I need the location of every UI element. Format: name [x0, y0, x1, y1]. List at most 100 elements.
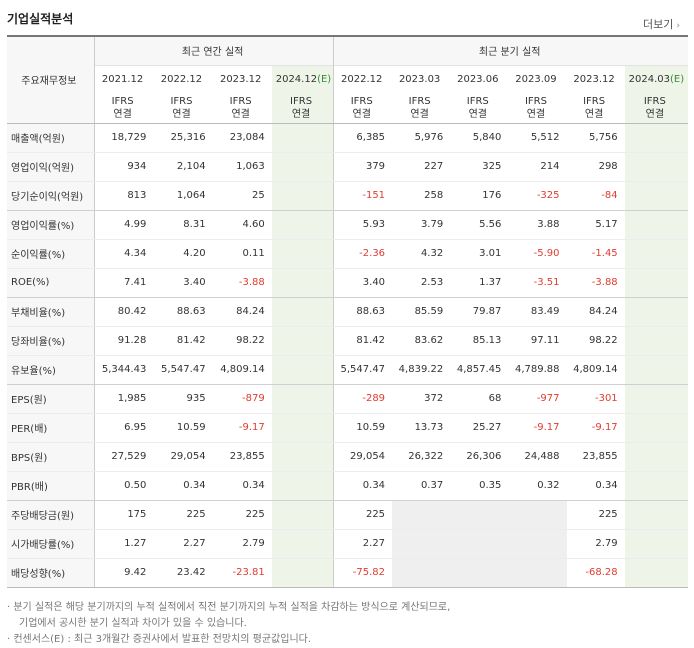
- annual-cell: [271, 326, 335, 356]
- consolidated-label[interactable]: 연결: [113, 109, 132, 121]
- annual-cell: 8.31: [153, 210, 213, 240]
- quarter-cell: 29,054: [333, 442, 393, 472]
- ifrs-header: IFRS 연결: [153, 94, 213, 124]
- ifrs-label[interactable]: IFRS: [290, 96, 313, 108]
- row-label: BPS(원): [7, 442, 95, 472]
- ifrs-header: IFRS 연결: [392, 94, 451, 124]
- quarter-cell: 83.49: [508, 297, 567, 327]
- ifrs-label[interactable]: IFRS: [229, 96, 252, 108]
- annual-cell: [271, 181, 335, 211]
- annual-cell: [271, 239, 335, 269]
- quarter-cell: -3.51: [508, 268, 567, 298]
- row-label: 영업이익률(%): [7, 210, 95, 240]
- annual-cell: -3.88: [212, 268, 272, 298]
- quarter-cell: -9.17: [508, 413, 567, 443]
- quarter-cell: 2.27: [333, 529, 393, 559]
- annual-cell: 80.42: [94, 297, 154, 327]
- quarter-group-header: 최근 분기 실적: [333, 35, 688, 65]
- quarter-cell: 5,840: [450, 123, 509, 153]
- quarter-cell: [624, 442, 688, 472]
- quarter-cell: 0.34: [333, 471, 393, 501]
- period-header: 2022.12: [153, 64, 213, 94]
- annual-cell: 25: [212, 181, 272, 211]
- annual-cell: 10.59: [153, 413, 213, 443]
- quarter-cell: [624, 297, 688, 327]
- consolidated-label[interactable]: 연결: [410, 109, 429, 121]
- consolidated-label[interactable]: 연결: [468, 109, 487, 121]
- annual-cell: 23,855: [212, 442, 272, 472]
- section-title: 기업실적분석: [7, 12, 74, 26]
- row-label: 주당배당금(원): [7, 500, 95, 530]
- quarter-cell: -325: [508, 181, 567, 211]
- period-header: 2023.06: [450, 64, 509, 94]
- quarter-cell: 5,976: [392, 123, 451, 153]
- quarter-cell: 176: [450, 181, 509, 211]
- quarter-cell: 3.40: [333, 268, 393, 298]
- consolidated-label[interactable]: 연결: [352, 109, 371, 121]
- period-header: 2023.12: [566, 64, 625, 94]
- annual-cell: [271, 413, 335, 443]
- quarter-cell: 68: [450, 384, 509, 414]
- ifrs-label[interactable]: IFRS: [170, 96, 193, 108]
- annual-cell: 0.11: [212, 239, 272, 269]
- quarter-cell: 225: [333, 500, 393, 530]
- consolidated-label[interactable]: 연결: [172, 109, 191, 121]
- quarter-cell: [624, 558, 688, 588]
- table-row: 영업이익(억원) 934 2,104 1,063 379 227 325 214 298: [7, 152, 688, 182]
- financial-table: 주요재무정보 최근 연간 실적 최근 분기 실적 2021.12 2022.12 2…: [7, 35, 688, 588]
- row-label: 시가배당률(%): [7, 529, 95, 559]
- quarter-cell: 26,306: [450, 442, 509, 472]
- annual-cell: 5,344.43: [94, 355, 154, 385]
- quarter-cell: 83.62: [392, 326, 451, 356]
- annual-cell: 5,547.47: [153, 355, 213, 385]
- annual-cell: [271, 355, 335, 385]
- consolidated-label[interactable]: 연결: [231, 109, 250, 121]
- quarter-cell: 227: [392, 152, 451, 182]
- annual-cell: 4.34: [94, 239, 154, 269]
- chevron-right-icon: ›: [676, 21, 680, 31]
- quarter-cell: 4,839.22: [392, 355, 451, 385]
- ifrs-label[interactable]: IFRS: [111, 96, 134, 108]
- quarter-cell: [624, 355, 688, 385]
- annual-cell: [271, 471, 335, 501]
- annual-cell: [271, 268, 335, 298]
- table-row: EPS(원) 1,985 935 -879 -289 372 68 -977 -301: [7, 384, 688, 414]
- quarter-cell: 84.24: [566, 297, 625, 327]
- quarter-cell: 258: [392, 181, 451, 211]
- quarter-cell: 4,789.88: [508, 355, 567, 385]
- quarter-cell: [624, 181, 688, 211]
- consolidated-label[interactable]: 연결: [645, 109, 665, 121]
- quarter-cell: 88.63: [333, 297, 393, 327]
- quarter-cell: 3.79: [392, 210, 451, 240]
- consolidated-label[interactable]: 연결: [291, 109, 311, 121]
- quarter-cell: 81.42: [333, 326, 393, 356]
- annual-cell: 175: [94, 500, 154, 530]
- quarter-cell: [392, 529, 451, 559]
- ifrs-label[interactable]: IFRS: [466, 96, 489, 108]
- ifrs-label[interactable]: IFRS: [643, 96, 666, 108]
- ifrs-label[interactable]: IFRS: [524, 96, 547, 108]
- annual-cell: 3.40: [153, 268, 213, 298]
- quarter-cell: 85.59: [392, 297, 451, 327]
- quarter-cell: 97.11: [508, 326, 567, 356]
- annual-cell: 9.42: [94, 558, 154, 588]
- consolidated-label[interactable]: 연결: [584, 109, 604, 121]
- table-row: 당좌비율(%) 91.28 81.42 98.22 81.42 83.62 85.13 97.…: [7, 326, 688, 356]
- quarter-cell: 25.27: [450, 413, 509, 443]
- quarter-cell: -3.88: [566, 268, 625, 298]
- ifrs-label[interactable]: IFRS: [583, 96, 606, 108]
- footnote-consensus: · 컨센서스(E) : 최근 3개월간 증권사에서 발표한 전망치의 평균값입니…: [7, 634, 312, 645]
- annual-cell: 7.41: [94, 268, 154, 298]
- consolidated-label[interactable]: 연결: [526, 109, 546, 121]
- row-label: 부채비율(%): [7, 297, 95, 327]
- more-link[interactable]: 더보기 ›: [643, 16, 680, 32]
- table-row: PBR(배) 0.50 0.34 0.34 0.34 0.37 0.35 0.32 0.34: [7, 471, 688, 501]
- row-label: 유보율(%): [7, 355, 95, 385]
- annual-cell: [271, 384, 335, 414]
- more-link-label[interactable]: 더보기: [643, 18, 674, 31]
- annual-cell: [271, 558, 335, 588]
- ifrs-label[interactable]: IFRS: [350, 96, 373, 108]
- quarter-cell: 2.79: [566, 529, 625, 559]
- ifrs-label[interactable]: IFRS: [408, 96, 431, 108]
- ifrs-header: IFRS 연결: [508, 94, 567, 124]
